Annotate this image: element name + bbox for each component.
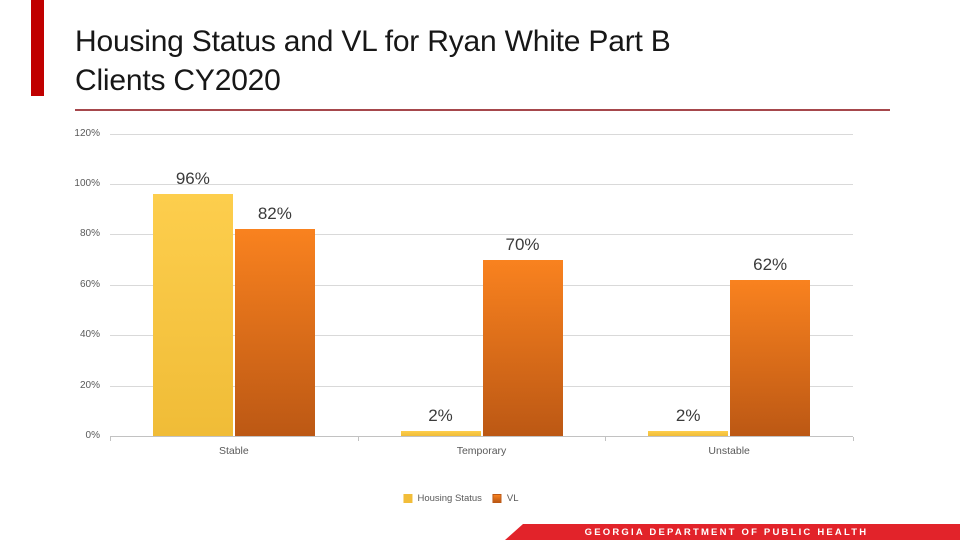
bar-vl-temporary bbox=[482, 259, 563, 436]
y-axis-tick-label: 40% bbox=[79, 329, 100, 341]
page-title: Housing Status and VL for Ryan White Par… bbox=[75, 22, 890, 100]
data-label: 2% bbox=[675, 405, 701, 425]
gridline-80 bbox=[110, 234, 853, 236]
legend-swatch-housing-status-icon bbox=[403, 494, 413, 503]
x-axis-tick bbox=[605, 437, 607, 441]
y-axis-tick-label: 100% bbox=[74, 178, 100, 189]
gridline-120 bbox=[110, 133, 853, 135]
category-label-stable: Stable bbox=[218, 445, 249, 457]
legend-item-housing-status: Housing Status bbox=[403, 493, 482, 504]
footer-text: GEORGIA DEPARTMENT OF PUBLIC HEALTH bbox=[584, 526, 869, 538]
y-axis-tick-label: 80% bbox=[79, 228, 100, 240]
bar-housing-status-temporary bbox=[400, 430, 481, 436]
gridline-100 bbox=[110, 184, 853, 185]
x-axis-tick bbox=[357, 437, 359, 441]
data-label: 2% bbox=[428, 405, 453, 425]
y-axis-tick-label: 20% bbox=[79, 379, 100, 391]
gridline-60 bbox=[110, 284, 853, 286]
legend-label-vl: VL bbox=[506, 493, 519, 504]
x-axis-tick bbox=[853, 437, 854, 441]
gridline-20 bbox=[110, 385, 853, 387]
x-axis-line bbox=[110, 436, 853, 437]
y-axis-tick-label: 120% bbox=[74, 127, 100, 139]
page-title-line-1: Housing Status and VL for Ryan White Par… bbox=[75, 25, 671, 58]
legend-label-housing-status: Housing Status bbox=[417, 493, 482, 504]
bar-housing-status-unstable bbox=[648, 430, 729, 436]
x-axis-tick bbox=[110, 437, 111, 441]
gridline-40 bbox=[110, 335, 853, 337]
page-title-line-2: Clients CY2020 bbox=[75, 64, 281, 97]
legend-swatch-vl-icon bbox=[492, 494, 502, 503]
data-label: 62% bbox=[753, 254, 788, 274]
y-axis-tick-label: 60% bbox=[79, 278, 100, 290]
legend-item-vl: VL bbox=[492, 493, 519, 504]
bar-vl-unstable bbox=[730, 279, 811, 436]
title-underline bbox=[75, 109, 890, 111]
category-label-unstable: Unstable bbox=[708, 445, 750, 457]
data-label: 70% bbox=[505, 234, 540, 254]
data-label: 82% bbox=[257, 204, 292, 224]
footer-banner: GEORGIA DEPARTMENT OF PUBLIC HEALTH bbox=[505, 524, 960, 540]
data-label: 96% bbox=[175, 169, 210, 189]
y-axis-tick-label: 0% bbox=[85, 430, 100, 441]
bar-chart: 120% 100% 80% 60% 40% 20% 0% 96% 2% 2% 82% 70% 62% St… bbox=[0, 120, 960, 500]
category-label-temporary: Temporary bbox=[456, 445, 507, 457]
bar-housing-status-stable bbox=[152, 194, 233, 436]
bar-vl-stable bbox=[234, 229, 315, 436]
red-accent-bar bbox=[31, 0, 44, 96]
chart-legend: Housing Status VL bbox=[403, 493, 519, 504]
